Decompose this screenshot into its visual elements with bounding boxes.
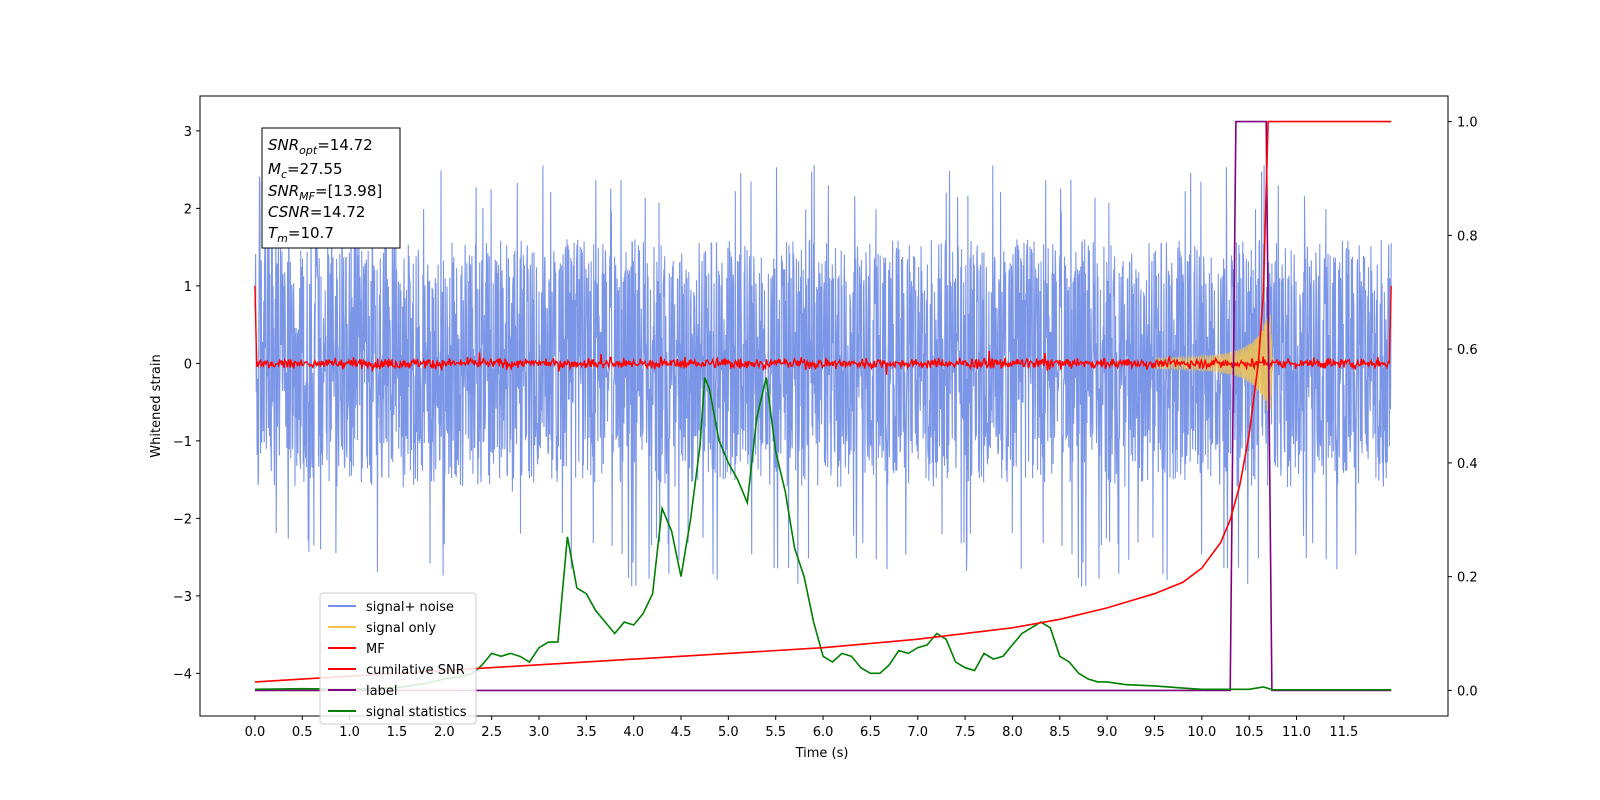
x-tick-label: 7.0 <box>907 725 928 740</box>
snr-opt-label: SNR <box>268 136 299 154</box>
x-tick-label: 1.5 <box>387 725 408 740</box>
x-tick-label: 4.0 <box>623 725 644 740</box>
tm-label: T <box>268 224 279 242</box>
y2-tick-label: 0.8 <box>1457 229 1478 244</box>
x-axis: 0.0 0.5 1.0 1.5 2.0 2.5 3.0 3.5 4.0 4.5 5.0 5.5 6.0 6… <box>245 716 1358 740</box>
tm-sub: m <box>277 232 288 245</box>
x-tick-label: 3.0 <box>529 725 550 740</box>
tm-value: =10.7 <box>288 224 334 242</box>
csnr-value: =14.72 <box>310 203 366 221</box>
series-signal-noise <box>254 165 1392 587</box>
legend-label: MF <box>366 642 385 657</box>
mc-sub: c <box>281 168 287 181</box>
x-tick-label: 8.0 <box>1002 725 1023 740</box>
y2-tick-label: 0.2 <box>1457 571 1478 586</box>
snr-mf-sub: MF <box>299 190 315 203</box>
mc-label: M <box>268 160 281 178</box>
x-tick-label: 9.5 <box>1144 725 1165 740</box>
y-tick-label: 2 <box>184 202 192 217</box>
x-tick-label: 8.5 <box>1049 725 1070 740</box>
snr-mf-value: =[13.98] <box>315 182 382 200</box>
svg-text:CSNR=14.72: CSNR=14.72 <box>268 203 365 221</box>
y2-tick-label: 0.4 <box>1457 457 1478 472</box>
snr-mf-label: SNR <box>268 182 299 200</box>
csnr-label: CSNR <box>268 203 310 221</box>
x-tick-label: 5.0 <box>718 725 739 740</box>
y-tick-label: −3 <box>173 590 192 605</box>
y-axis-right: 0.0 0.2 0.4 0.6 0.8 1.0 <box>1448 116 1478 699</box>
y2-tick-label: 1.0 <box>1457 116 1478 131</box>
x-tick-label: 2.0 <box>434 725 455 740</box>
x-tick-label: 6.5 <box>860 725 881 740</box>
legend-label: signal only <box>366 621 436 636</box>
y-tick-label: 1 <box>184 280 192 295</box>
series-signal-only <box>1153 314 1274 411</box>
x-tick-label: 10.0 <box>1187 725 1216 740</box>
series-mf <box>254 285 1392 375</box>
x-tick-label: 9.0 <box>1097 725 1118 740</box>
x-tick-label: 2.5 <box>481 725 502 740</box>
legend-label: label <box>366 684 397 699</box>
x-tick-label: 5.5 <box>765 725 786 740</box>
annotation-box: SNRopt=14.72 Mc=27.55 SNRMF=[13.98] CSNR… <box>261 127 401 249</box>
legend-label: signal+ noise <box>366 600 454 615</box>
plot-frame <box>199 95 1449 717</box>
x-tick-label: 10.5 <box>1235 725 1264 740</box>
series-signal-statistics <box>254 377 1392 691</box>
x-tick-label: 4.5 <box>671 725 692 740</box>
x-axis-label: Time (s) <box>795 746 849 761</box>
x-tick-label: 1.0 <box>339 725 360 740</box>
x-tick-label: 0.5 <box>292 725 313 740</box>
svg-text:SNRopt=14.72: SNRopt=14.72 <box>268 136 373 157</box>
svg-text:SNRMF=[13.98]: SNRMF=[13.98] <box>268 182 382 203</box>
y2-tick-label: 0.6 <box>1457 343 1478 358</box>
svg-text:Tm=10.7: Tm=10.7 <box>268 224 334 245</box>
y-tick-label: 0 <box>184 357 192 372</box>
x-tick-label: 7.5 <box>955 725 976 740</box>
x-tick-label: 6.0 <box>813 725 834 740</box>
x-tick-label: 11.5 <box>1329 725 1358 740</box>
mc-value: =27.55 <box>287 160 343 178</box>
x-tick-label: 3.5 <box>576 725 597 740</box>
y-tick-label: −1 <box>173 435 192 450</box>
x-tick-label: 11.0 <box>1282 725 1311 740</box>
snr-opt-value: =14.72 <box>317 136 373 154</box>
y-axis-left: −4 −3 −2 −1 0 1 2 3 <box>173 125 200 682</box>
x-tick-label: 0.0 <box>245 725 266 740</box>
legend-label: signal statistics <box>366 705 467 720</box>
y-tick-label: −4 <box>173 667 192 682</box>
snr-opt-sub: opt <box>299 144 318 157</box>
legend: signal+ noise signal only MF cumilative SNR… <box>319 592 477 725</box>
series-cumulative-snr <box>254 120 1392 683</box>
legend-label: cumilative SNR <box>366 663 465 678</box>
y-tick-label: 3 <box>184 125 192 140</box>
y-axis-label: Whitened strain <box>149 354 164 457</box>
svg-text:Mc=27.55: Mc=27.55 <box>268 160 343 181</box>
y-tick-label: −2 <box>173 512 192 527</box>
y2-tick-label: 0.0 <box>1457 684 1478 699</box>
